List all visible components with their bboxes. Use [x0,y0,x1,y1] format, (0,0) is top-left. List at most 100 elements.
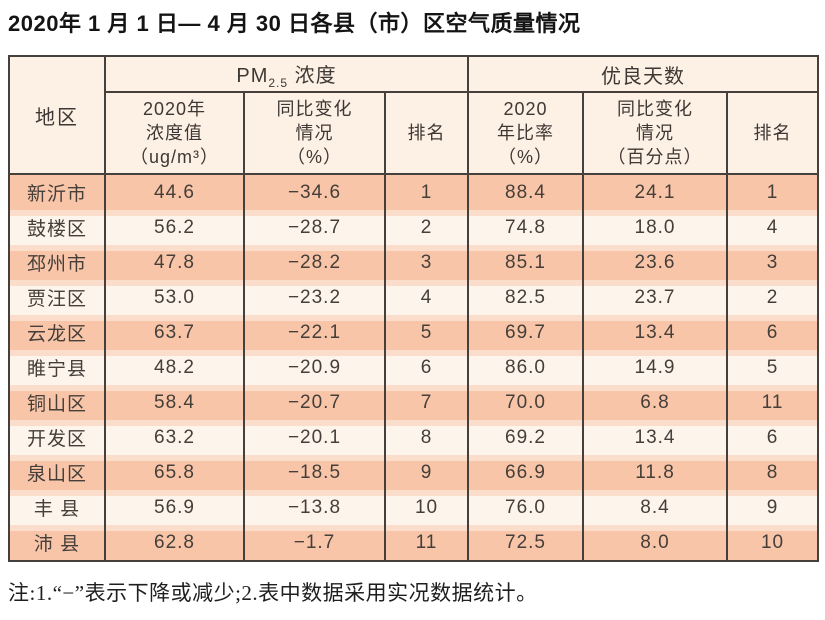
page-title: 2020年 1 月 1 日— 4 月 30 日各县（市）区空气质量情况 [8,11,581,36]
header-pm-change: 同比变化 情况 （%） [243,91,386,175]
pm-change-cell: −22.1 [243,315,386,350]
pm-label-rest: 浓度 [288,64,337,87]
good-change-cell: 13.4 [582,315,729,350]
table-row: 丰 县 56.9 −13.8 10 76.0 8.4 9 [8,490,820,525]
good-change-cell: 8.4 [582,490,729,525]
good-rank-cell: 4 [726,210,820,245]
good-rank-cell: 11 [726,385,820,420]
header-sub-row: 2020年 浓度值 （ug/m³） 同比变化 情况 （%） 排名 2020 年比… [9,91,820,175]
pm-value-cell: 47.8 [104,245,245,280]
good-ratio-cell: 72.5 [467,525,585,561]
pm-value-cell: 56.2 [104,210,245,245]
good-rank-cell: 6 [726,315,820,350]
pm-value-cell: 65.8 [104,455,245,490]
region-cell: 睢宁县 [8,350,106,385]
pm-label-subscript: 2.5 [268,75,289,90]
header-good-ratio: 2020 年比率 （%） [467,91,585,175]
header-good-rank: 排名 [726,91,820,175]
air-quality-table: 地区 PM2.5 浓度 优良天数 2020年 浓度值 （ug/m³） 同比变化 … [8,55,820,562]
pm-change-cell: −28.7 [243,210,386,245]
good-change-cell: 14.9 [582,350,729,385]
pm-rank-cell: 9 [383,455,470,490]
pm-rank-cell: 10 [383,490,470,525]
good-rank-cell: 6 [726,420,820,455]
region-cell: 沛 县 [8,525,106,561]
pm-value-cell: 56.9 [104,490,245,525]
pm-label-base: PM [236,64,269,87]
table-row: 邳州市 47.8 −28.2 3 85.1 23.6 3 [8,245,820,280]
good-change-cell: 13.4 [582,420,729,455]
good-change-cell: 24.1 [582,174,729,210]
good-ratio-cell: 69.2 [467,420,585,455]
good-rank-cell: 9 [726,490,820,525]
footnote: 注:1.“−”表示下降或减少;2.表中数据采用实况数据统计。 [8,581,538,605]
table-body: 新沂市 44.6 −34.6 1 88.4 24.1 1 鼓楼区 56.2 −2… [8,174,820,561]
good-ratio-cell: 82.5 [467,280,585,315]
good-change-cell: 6.8 [582,385,729,420]
header-group-row: 地区 PM2.5 浓度 优良天数 [8,55,820,175]
good-ratio-cell: 66.9 [467,455,585,490]
good-ratio-cell: 69.7 [467,315,585,350]
good-ratio-cell: 85.1 [467,245,585,280]
pm-value-cell: 63.7 [104,315,245,350]
pm-value-cell: 48.2 [104,350,245,385]
pm-value-cell: 53.0 [104,280,245,315]
region-cell: 云龙区 [8,315,106,350]
region-cell: 铜山区 [8,385,106,420]
good-change-cell: 8.0 [582,525,729,561]
pm-change-cell: −23.2 [243,280,386,315]
pm-change-cell: −34.6 [243,174,386,210]
table-row: 沛 县 62.8 −1.7 11 72.5 8.0 10 [8,525,820,561]
pm-change-cell: −28.2 [243,245,386,280]
region-cell: 鼓楼区 [8,210,106,245]
pm-value-cell: 44.6 [104,174,245,210]
good-ratio-cell: 88.4 [467,174,585,210]
header-good-change: 同比变化 情况 （百分点） [582,91,729,175]
pm-rank-cell: 6 [383,350,470,385]
good-change-cell: 23.7 [582,280,729,315]
table-header: 地区 PM2.5 浓度 优良天数 2020年 浓度值 （ug/m³） 同比变化 … [8,55,820,175]
pm-rank-cell: 1 [383,174,470,210]
pm-value-cell: 62.8 [104,525,245,561]
table-row: 云龙区 63.7 −22.1 5 69.7 13.4 6 [8,315,820,350]
table-row: 睢宁县 48.2 −20.9 6 86.0 14.9 5 [8,350,820,385]
table-row: 贾汪区 53.0 −23.2 4 82.5 23.7 2 [8,280,820,315]
table-row: 铜山区 58.4 −20.7 7 70.0 6.8 11 [8,385,820,420]
good-rank-cell: 8 [726,455,820,490]
pm-rank-cell: 4 [383,280,470,315]
header-good-days-group: 优良天数 [467,55,820,93]
region-cell: 贾汪区 [8,280,106,315]
table-row: 泉山区 65.8 −18.5 9 66.9 11.8 8 [8,455,820,490]
pm-value-cell: 58.4 [104,385,245,420]
good-ratio-cell: 86.0 [467,350,585,385]
pm-rank-cell: 3 [383,245,470,280]
good-ratio-cell: 70.0 [467,385,585,420]
good-rank-cell: 5 [726,350,820,385]
good-ratio-cell: 74.8 [467,210,585,245]
region-cell: 邳州市 [8,245,106,280]
pm-rank-cell: 8 [383,420,470,455]
table-row: 开发区 63.2 −20.1 8 69.2 13.4 6 [8,420,820,455]
good-change-cell: 18.0 [582,210,729,245]
good-rank-cell: 3 [726,245,820,280]
good-rank-cell: 1 [726,174,820,210]
table-row: 新沂市 44.6 −34.6 1 88.4 24.1 1 [8,174,820,210]
pm-change-cell: −1.7 [243,525,386,561]
region-cell: 新沂市 [8,174,106,210]
pm-rank-cell: 2 [383,210,470,245]
pm-change-cell: −20.1 [243,420,386,455]
header-pm-group: PM2.5 浓度 [103,55,470,93]
pm-rank-cell: 7 [383,385,470,420]
pm-value-cell: 63.2 [104,420,245,455]
pm-change-cell: −20.9 [243,350,386,385]
table-row: 鼓楼区 56.2 −28.7 2 74.8 18.0 4 [8,210,820,245]
header-pm-rank: 排名 [383,91,470,175]
pm-rank-cell: 11 [383,525,470,561]
pm-change-cell: −18.5 [243,455,386,490]
pm-change-cell: −20.7 [243,385,386,420]
region-cell: 泉山区 [8,455,106,490]
good-rank-cell: 10 [726,525,820,561]
good-change-cell: 23.6 [582,245,729,280]
region-cell: 开发区 [8,420,106,455]
